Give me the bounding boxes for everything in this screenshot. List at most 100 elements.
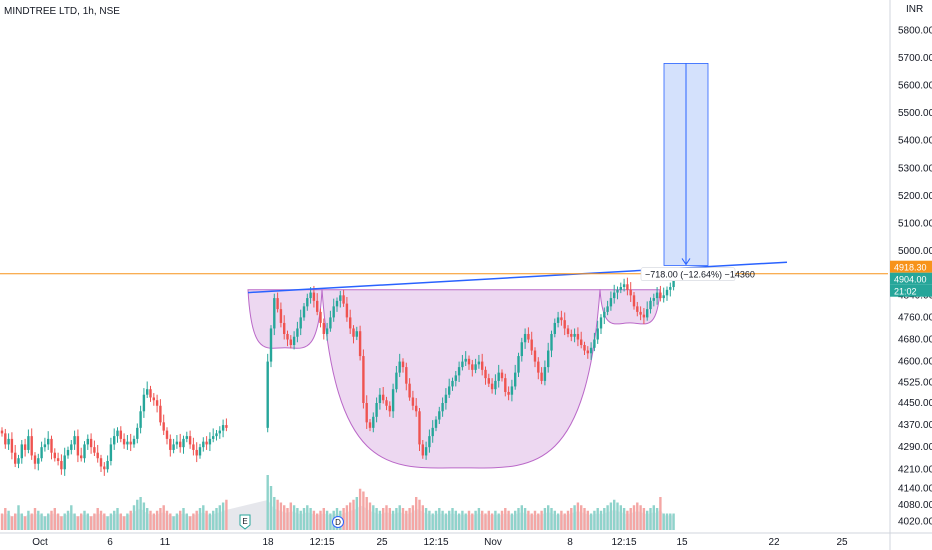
- volume-bar: [434, 510, 438, 530]
- volume-bar: [93, 513, 96, 530]
- volume-bar: [408, 508, 411, 530]
- volume-bar: [418, 499, 421, 530]
- earnings-marker-label: E: [242, 517, 247, 526]
- candle-body: [33, 455, 37, 464]
- volume-bar: [451, 508, 454, 530]
- volume-bar: [395, 508, 398, 530]
- volume-bar: [142, 502, 146, 530]
- volume-bar: [652, 505, 655, 530]
- candle-body: [596, 328, 599, 340]
- candle-body: [266, 361, 269, 428]
- candle-body: [441, 403, 444, 412]
- candle-body: [398, 361, 401, 373]
- volume-bar: [599, 510, 603, 530]
- candle-body: [188, 436, 192, 445]
- candle-body: [319, 311, 322, 323]
- candle-body: [477, 361, 481, 365]
- volume-bar: [586, 510, 589, 530]
- candle-body: [368, 422, 372, 428]
- volume-bar: [14, 513, 17, 530]
- volume-bar: [106, 516, 109, 530]
- candle-body: [165, 430, 169, 439]
- y-tick-label: 5500.00: [898, 108, 932, 119]
- candle-body: [444, 394, 448, 403]
- candle-body: [212, 436, 215, 439]
- volume-bar: [471, 513, 474, 530]
- volume-bar: [116, 508, 119, 530]
- volume-bar: [514, 510, 517, 530]
- candle-body: [37, 458, 40, 464]
- volume-bar: [325, 510, 329, 530]
- candle-body: [283, 322, 286, 334]
- volume-bar: [165, 510, 169, 530]
- candle-body: [530, 339, 533, 351]
- candle-body: [215, 433, 218, 437]
- candle-body: [159, 405, 162, 423]
- volume-bar: [642, 508, 646, 530]
- candle-body: [66, 449, 70, 456]
- candle-body: [573, 333, 576, 337]
- volume-bar: [533, 510, 537, 530]
- candle-body: [202, 441, 205, 448]
- candle-body: [622, 284, 626, 288]
- volume-bar: [129, 510, 132, 530]
- volume-bar: [609, 502, 613, 530]
- volume-bar: [547, 505, 550, 530]
- volume-bar: [342, 508, 345, 530]
- candle-body: [23, 444, 27, 450]
- volume-bar: [139, 497, 142, 530]
- volume-bar: [560, 510, 563, 530]
- current-price-tag: 4904.00: [890, 272, 932, 285]
- volume-bar: [146, 508, 149, 530]
- candle-body: [17, 458, 20, 464]
- volume-bar: [411, 505, 415, 530]
- candle-body: [401, 361, 405, 368]
- volume-bar: [467, 510, 471, 530]
- measure-label-bg: [640, 267, 736, 282]
- candle-body: [103, 466, 106, 470]
- candle-body: [424, 447, 428, 456]
- volume-bar: [316, 513, 319, 530]
- volume-bar: [212, 510, 215, 530]
- candle-body: [116, 430, 119, 437]
- candle-body: [570, 333, 573, 337]
- volume-bar: [283, 505, 286, 530]
- volume-bar: [53, 508, 56, 530]
- y-tick-label: 4080.00: [898, 500, 932, 511]
- volume-bar: [464, 513, 467, 530]
- candle-body: [523, 333, 527, 343]
- candle-body: [56, 458, 60, 461]
- candle-body: [50, 438, 53, 453]
- candle-body: [192, 444, 195, 450]
- countdown-tag: 21:02: [890, 284, 932, 297]
- volume-bar: [198, 508, 202, 530]
- volume-bar: [520, 505, 523, 530]
- volume-bar: [136, 499, 139, 530]
- current-price-tag-text: 4904.00: [894, 275, 927, 285]
- candle-body: [342, 295, 345, 304]
- y-tick-label: 4290.00: [898, 442, 932, 453]
- dividend-marker: D: [332, 516, 344, 528]
- candle-body: [276, 298, 279, 310]
- volume-bar: [593, 510, 596, 530]
- volume-bar: [428, 510, 431, 530]
- candle-body: [53, 452, 56, 459]
- candle-body: [149, 389, 152, 398]
- candle-body: [365, 403, 368, 423]
- candle-body: [606, 306, 609, 312]
- volume-bar: [629, 508, 632, 530]
- y-tick-label: 4600.00: [898, 357, 932, 368]
- currency-label: INR: [906, 4, 923, 15]
- candle-body: [510, 386, 514, 395]
- candle-body: [415, 405, 418, 412]
- candle-body: [629, 289, 632, 296]
- candle-body: [589, 347, 593, 354]
- candle-body: [550, 333, 553, 351]
- volume-bar: [103, 513, 106, 530]
- volume-bar: [192, 513, 195, 530]
- candle-body: [484, 369, 487, 379]
- volume-bar: [309, 508, 312, 530]
- y-tick-label: 4680.00: [898, 335, 932, 346]
